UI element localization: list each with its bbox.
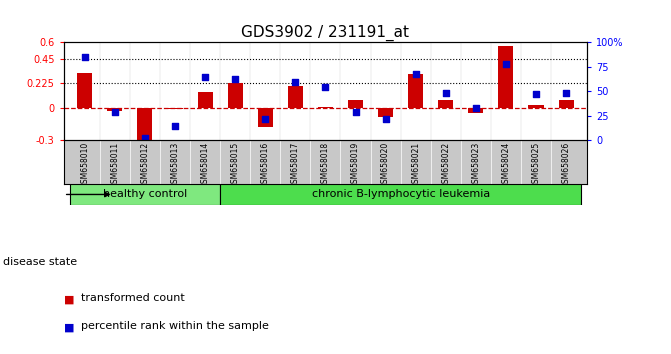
Bar <box>77 73 93 108</box>
Bar <box>348 100 363 108</box>
Text: transformed count: transformed count <box>81 293 185 303</box>
Point <box>320 85 331 90</box>
Bar <box>318 107 333 108</box>
Text: GSM658023: GSM658023 <box>471 142 480 188</box>
Bar <box>408 74 423 108</box>
Text: GSM658019: GSM658019 <box>351 142 360 188</box>
Bar <box>70 184 220 205</box>
Bar <box>197 92 213 108</box>
Text: GSM658015: GSM658015 <box>231 142 240 188</box>
Text: GSM658026: GSM658026 <box>562 142 570 188</box>
Point <box>350 109 361 115</box>
Point <box>260 116 270 121</box>
Bar <box>220 184 581 205</box>
Bar <box>558 100 574 108</box>
Text: GSM658021: GSM658021 <box>411 142 420 188</box>
Bar <box>168 108 183 109</box>
Point <box>410 71 421 76</box>
Point <box>501 61 511 67</box>
Bar <box>107 108 122 111</box>
Point <box>140 135 150 141</box>
Bar <box>438 100 454 108</box>
Point <box>380 116 391 121</box>
Bar <box>288 86 303 108</box>
Point <box>531 91 541 97</box>
Text: healthy control: healthy control <box>103 189 187 199</box>
Point <box>170 123 180 129</box>
Bar <box>258 108 273 127</box>
Text: GSM658024: GSM658024 <box>501 142 511 188</box>
Bar <box>468 108 483 113</box>
Text: GSM658018: GSM658018 <box>321 142 330 188</box>
Title: GDS3902 / 231191_at: GDS3902 / 231191_at <box>242 25 409 41</box>
Text: GSM658016: GSM658016 <box>261 142 270 188</box>
Bar <box>499 46 513 108</box>
Text: GSM658010: GSM658010 <box>81 142 89 188</box>
Point <box>200 74 211 80</box>
Text: GSM658022: GSM658022 <box>442 142 450 188</box>
Point <box>230 76 241 81</box>
Text: GSM658011: GSM658011 <box>111 142 119 188</box>
Text: GSM658017: GSM658017 <box>291 142 300 188</box>
Text: GSM658013: GSM658013 <box>170 142 180 188</box>
Text: ■: ■ <box>64 323 74 333</box>
Point <box>79 54 90 60</box>
Point <box>440 91 451 96</box>
Bar <box>138 108 152 143</box>
Text: GSM658020: GSM658020 <box>381 142 390 188</box>
Bar <box>227 83 243 108</box>
Point <box>561 91 572 96</box>
Point <box>109 109 120 115</box>
Bar <box>378 108 393 118</box>
Text: GSM658014: GSM658014 <box>201 142 209 188</box>
Text: GSM658012: GSM658012 <box>140 142 150 188</box>
Text: percentile rank within the sample: percentile rank within the sample <box>81 321 268 331</box>
Text: disease state: disease state <box>3 257 77 267</box>
Bar <box>529 105 544 108</box>
Point <box>470 105 481 111</box>
Text: ■: ■ <box>64 295 74 304</box>
Text: chronic B-lymphocytic leukemia: chronic B-lymphocytic leukemia <box>311 189 490 199</box>
Point <box>290 79 301 84</box>
Text: GSM658025: GSM658025 <box>531 142 540 188</box>
